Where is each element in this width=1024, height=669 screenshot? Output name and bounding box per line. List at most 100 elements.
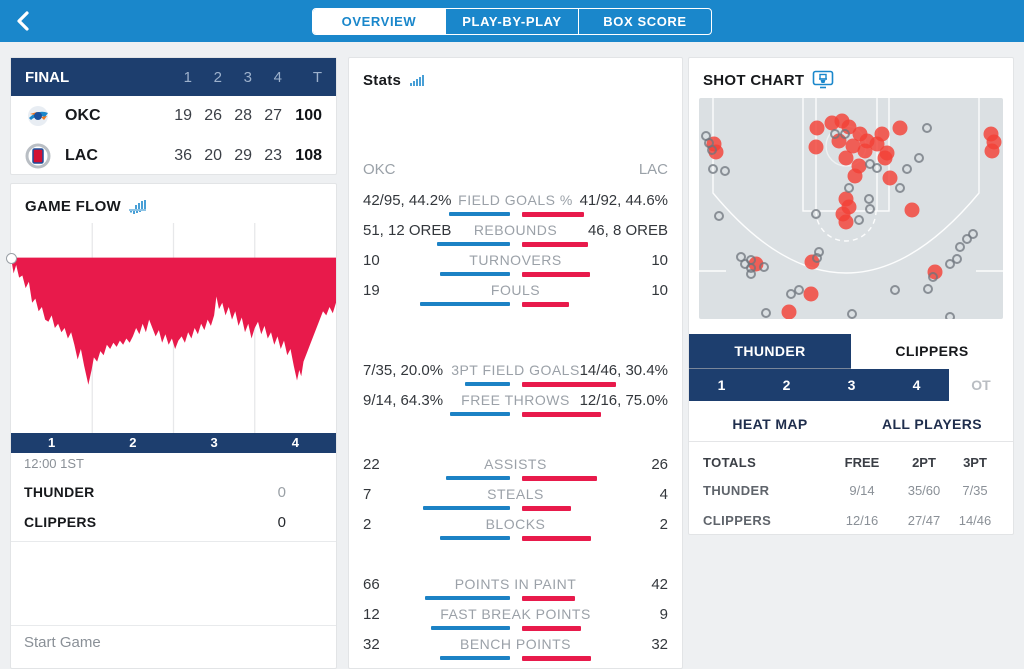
period-score-q1: 36 bbox=[174, 147, 192, 164]
score-row-lac: LAC 36 20 29 23 108 bbox=[11, 136, 336, 176]
shot-missed-dot bbox=[871, 163, 882, 174]
stat-value-lac: 42 bbox=[651, 576, 668, 593]
stat-label: FAST BREAK POINTS bbox=[440, 606, 591, 622]
shot-team-tab-thunder[interactable]: THUNDER bbox=[689, 334, 851, 368]
shot-period-tab-1[interactable]: 1 bbox=[689, 369, 754, 401]
totals-row-clippers: CLIPPERS 12/16 27/47 14/46 bbox=[689, 509, 1013, 533]
team-abbr: LAC bbox=[65, 147, 98, 164]
totals-team: THUNDER bbox=[703, 483, 770, 498]
stat-value-lac: 9 bbox=[659, 606, 668, 623]
score-row-okc: OKC 19 26 28 27 100 bbox=[11, 96, 336, 136]
stat-row-largest-lead: 0LARGEST LEAD17 bbox=[349, 664, 682, 669]
shot-made-dot bbox=[984, 143, 1000, 159]
stat-bar-lac bbox=[521, 271, 590, 277]
top-tab-overview[interactable]: OVERVIEW bbox=[313, 9, 446, 34]
stat-label: 3PT FIELD GOALS bbox=[451, 362, 580, 378]
shot-team-tab-clippers[interactable]: CLIPPERS bbox=[851, 334, 1013, 368]
stat-value-lac: 32 bbox=[651, 636, 668, 653]
shot-missed-dot bbox=[853, 214, 864, 225]
stat-bar-okc bbox=[448, 212, 510, 216]
shot-missed-dot bbox=[720, 166, 731, 177]
chevron-left-icon bbox=[17, 11, 29, 31]
stat-bar-lac bbox=[521, 241, 589, 247]
stat-value-lac: 2 bbox=[659, 516, 668, 533]
shot-missed-dot bbox=[913, 153, 924, 164]
stat-row-fast-break-points: 12 FAST BREAK POINTS 9 bbox=[349, 604, 682, 634]
shot-made-dot bbox=[809, 120, 825, 136]
stat-bar-okc bbox=[425, 596, 510, 600]
flow-quarter-4[interactable]: 4 bbox=[291, 435, 299, 450]
totals-value: 14/46 bbox=[958, 513, 992, 528]
team-abbr: OKC bbox=[65, 107, 101, 124]
shot-period-tab-ot[interactable]: OT bbox=[949, 369, 1013, 401]
stat-bar-okc bbox=[439, 536, 510, 540]
stat-value-okc: 19 bbox=[363, 282, 380, 299]
shot-chart-title-text: SHOT CHART bbox=[703, 71, 805, 89]
stat-label: STEALS bbox=[487, 486, 544, 502]
stat-value-lac: 10 bbox=[651, 252, 668, 269]
shot-period-tab-3[interactable]: 3 bbox=[819, 369, 884, 401]
stat-value-okc: 22 bbox=[363, 456, 380, 473]
totals-row-thunder: THUNDER 9/14 35/60 7/35 bbox=[689, 479, 1013, 503]
stat-bar-okc bbox=[439, 272, 510, 276]
flow-team-row-thunder: THUNDER 0 bbox=[24, 484, 286, 504]
shot-missed-dot bbox=[967, 228, 978, 239]
team-name: CLIPPERS bbox=[24, 514, 97, 530]
back-button[interactable] bbox=[12, 9, 36, 33]
stats-left-team: OKC bbox=[363, 161, 396, 178]
stat-value-okc: 0 bbox=[363, 666, 371, 669]
stat-label: FREE THROWS bbox=[461, 392, 570, 408]
shot-missed-dot bbox=[707, 145, 718, 156]
stat-value-lac: 10 bbox=[651, 282, 668, 299]
stat-value-lac: 4 bbox=[659, 486, 668, 503]
totals-header-3pt: 3PT bbox=[963, 455, 987, 470]
stat-value-okc: 9/14, 64.3% bbox=[363, 392, 444, 409]
stat-label: FOULS bbox=[490, 282, 541, 298]
totals-team: CLIPPERS bbox=[703, 513, 772, 528]
shot-missed-dot bbox=[811, 208, 822, 219]
top-tab-box-score[interactable]: BOX SCORE bbox=[603, 14, 687, 29]
stat-value-lac: 46, 8 OREB bbox=[587, 222, 668, 239]
stat-bar-lac bbox=[521, 381, 616, 387]
stat-value-okc: 51, 12 OREB bbox=[363, 222, 452, 239]
period-score-q2: 20 bbox=[204, 147, 222, 164]
flow-quarter-2[interactable]: 2 bbox=[129, 435, 137, 450]
team-score: 0 bbox=[277, 484, 286, 501]
stat-bar-okc bbox=[422, 506, 510, 510]
team-name: THUNDER bbox=[24, 484, 95, 500]
stats-card: Stats OKC LAC 42/95, 44.2% FIELD GOALS % 4… bbox=[348, 57, 683, 669]
totals-header-free: FREE bbox=[844, 455, 880, 470]
stat-row-assists: 22 ASSISTS 26 bbox=[349, 454, 682, 484]
stat-value-okc: 2 bbox=[363, 516, 372, 533]
stats-rows: 42/95, 44.2% FIELD GOALS % 41/92, 44.6% 51,… bbox=[349, 190, 682, 669]
shot-period-tab-2[interactable]: 2 bbox=[754, 369, 819, 401]
shot-made-dot bbox=[838, 214, 854, 230]
all-players-button[interactable]: ALL PLAYERS bbox=[881, 415, 983, 432]
flow-quarter-1[interactable]: 1 bbox=[48, 435, 56, 450]
stat-row-blocks: 2 BLOCKS 2 bbox=[349, 514, 682, 544]
team-score: 0 bbox=[277, 514, 286, 531]
team-logo-okc bbox=[25, 103, 51, 129]
divider bbox=[11, 541, 336, 542]
stat-bar-lac bbox=[521, 475, 597, 481]
top-tab-play-by-play[interactable]: PLAY-BY-PLAY bbox=[446, 9, 579, 34]
shot-missed-dot bbox=[844, 183, 855, 194]
game-flow-title-text: GAME FLOW bbox=[25, 198, 122, 215]
stat-value-lac: 12/16, 75.0% bbox=[579, 392, 668, 409]
totals-value: 35/60 bbox=[907, 483, 941, 498]
stats-team-labels: OKC LAC bbox=[363, 161, 668, 178]
shot-period-tab-4[interactable]: 4 bbox=[884, 369, 949, 401]
shot-made-dot bbox=[781, 304, 797, 319]
scoreboard-col-1: 1 bbox=[183, 68, 192, 86]
shot-made-dot bbox=[847, 168, 863, 184]
shot-chart-period-tabs: 1 2 3 4 OT bbox=[689, 369, 1013, 401]
period-score-q4: 23 bbox=[264, 147, 282, 164]
game-status: FINAL bbox=[25, 68, 70, 86]
heat-map-button[interactable]: HEAT MAP bbox=[732, 415, 808, 432]
stat-bar-okc bbox=[445, 476, 510, 480]
flow-quarter-3[interactable]: 3 bbox=[210, 435, 218, 450]
shot-chart-title: SHOT CHART bbox=[703, 70, 834, 90]
shot-missed-dot bbox=[864, 203, 875, 214]
shot-chart-team-tabs: THUNDER CLIPPERS bbox=[689, 334, 1013, 368]
